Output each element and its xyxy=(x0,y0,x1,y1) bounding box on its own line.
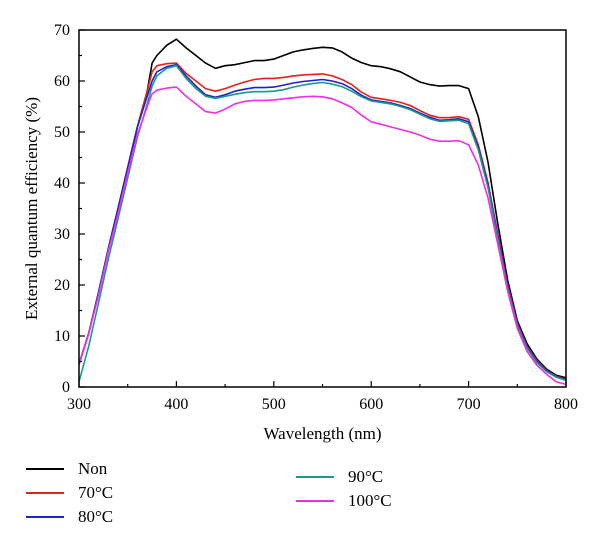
plot-series-group xyxy=(78,38,567,386)
y-tick-label: 40 xyxy=(54,175,70,192)
x-tick-label: 800 xyxy=(554,396,578,413)
legend-item-100c: 100°C xyxy=(296,490,392,512)
legend-swatch-non xyxy=(26,468,64,470)
y-tick-label: 60 xyxy=(54,73,70,90)
legend-swatch-100c xyxy=(296,500,334,502)
x-tick-label: 500 xyxy=(262,396,286,413)
legend-label-100c: 100°C xyxy=(348,491,392,510)
x-tick-label: 600 xyxy=(359,396,383,413)
y-tick-label: 20 xyxy=(54,277,70,294)
x-tick-label: 400 xyxy=(164,396,188,413)
legend-swatch-90c xyxy=(296,476,334,478)
y-tick-label: 30 xyxy=(54,226,70,243)
y-tick-label: 10 xyxy=(54,328,70,345)
legend-label-non: Non xyxy=(78,459,108,478)
legend-swatch-80c xyxy=(26,516,64,518)
legend-item-70c: 70°C xyxy=(26,482,113,504)
series-line-90c xyxy=(78,64,567,383)
y-tick-label: 70 xyxy=(54,22,70,39)
legend-label-90c: 90°C xyxy=(348,467,384,486)
series-line-100c xyxy=(78,86,567,386)
legend-label-80c: 80°C xyxy=(78,507,114,526)
legend-item-80c: 80°C xyxy=(26,506,113,528)
y-axis-title: External quantum efficiency (%) xyxy=(22,97,41,320)
legend-item-90c: 90°C xyxy=(296,466,383,488)
x-axis-title: Wavelength (nm) xyxy=(263,424,381,443)
axis-ticks-group: 300 400 500 600 700 800 0 10 20 30 40 50 60 70 xyxy=(54,22,578,413)
y-tick-label: 50 xyxy=(54,124,70,141)
x-tick-label: 700 xyxy=(457,396,481,413)
x-tick-label: 300 xyxy=(67,396,91,413)
legend-label-70c: 70°C xyxy=(78,483,114,502)
legend: Non 70°C 80°C 90°C 100°C xyxy=(26,458,496,554)
series-line-non xyxy=(78,38,567,379)
legend-item-non: Non xyxy=(26,458,107,480)
legend-swatch-70c xyxy=(26,492,64,494)
y-tick-label: 0 xyxy=(62,379,70,396)
